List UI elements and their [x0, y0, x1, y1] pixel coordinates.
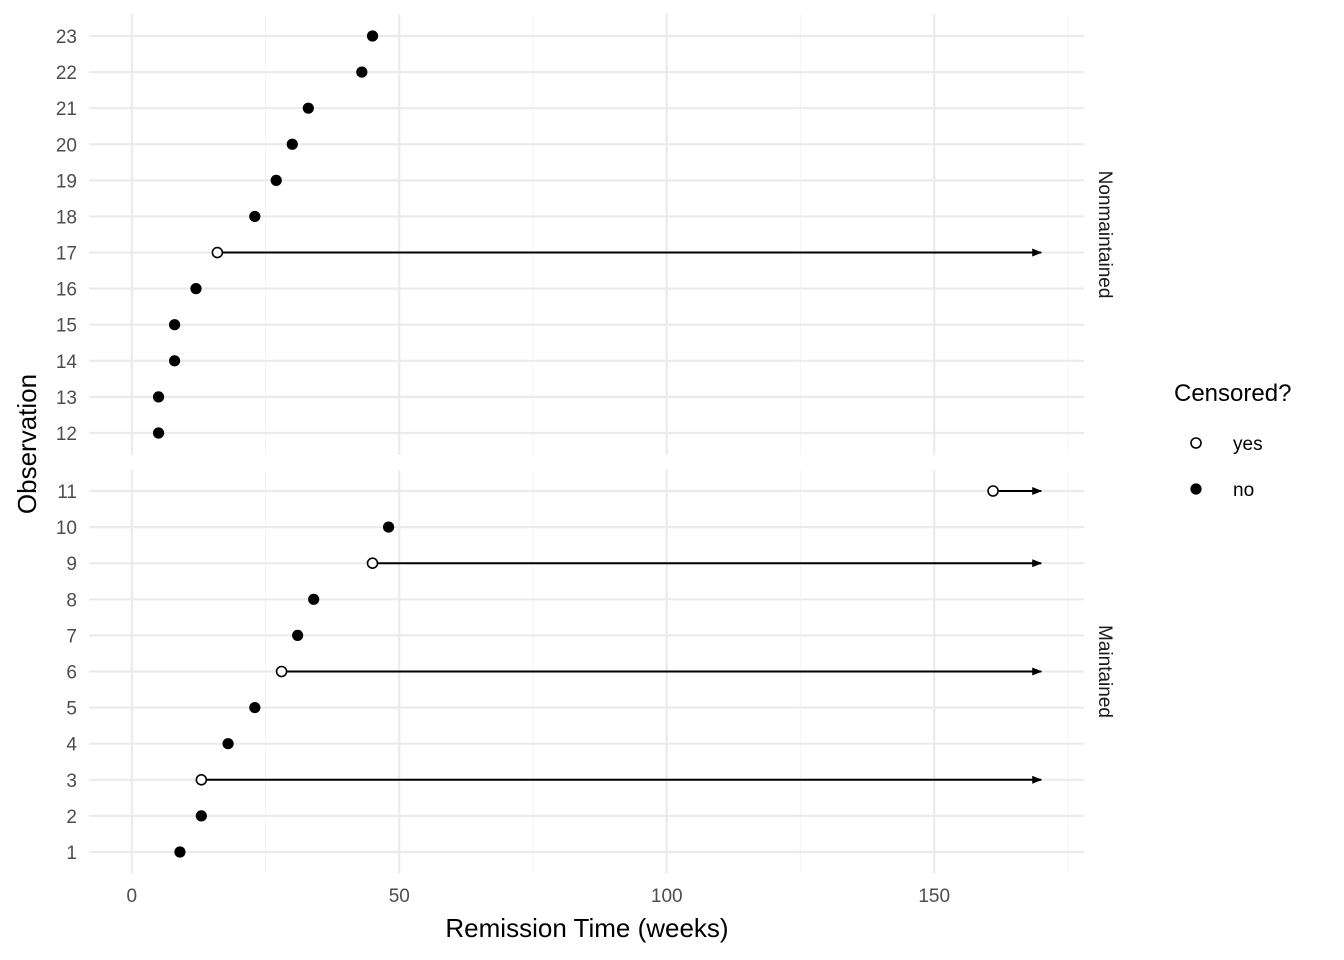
y-tick-label: 8: [66, 590, 77, 611]
y-tick-label: 12: [56, 424, 77, 445]
censored-point: [195, 773, 208, 786]
event-point: [195, 810, 207, 822]
legend-items: yes no: [1190, 434, 1263, 501]
event-point: [168, 355, 181, 367]
facet-panels: 232221201918171615141312Nonmaintained111…: [56, 14, 1115, 873]
y-tick-label: 4: [66, 735, 77, 756]
facet-panel-maintained: 11 10 9 8 7 6 5 4 3 2 1 Maintained: [56, 470, 1115, 873]
y-tick-label: 19: [56, 171, 77, 192]
legend-item-yes: yes: [1190, 434, 1263, 455]
y-tick-label: 13: [56, 388, 77, 409]
y-tick-label: 20: [56, 135, 77, 156]
y-axis-title: Observation: [12, 374, 42, 514]
event-point: [356, 66, 368, 78]
legend-title: Censored?: [1174, 380, 1291, 407]
y-tick-label: 17: [56, 244, 77, 265]
y-tick-label: 2: [66, 807, 77, 828]
y-tick-label: 15: [56, 316, 77, 337]
legend-item-no: no: [1190, 480, 1254, 501]
y-tick-label: 1: [66, 843, 77, 864]
censored-point: [987, 485, 999, 497]
x-tick-label: 0: [127, 886, 138, 907]
legend-open-circle-icon: [1190, 437, 1202, 449]
event-point: [292, 629, 304, 642]
x-axis-title: Remission Time (weeks): [445, 913, 728, 943]
event-point: [366, 30, 379, 42]
event-point: [222, 738, 234, 750]
legend-label: no: [1233, 480, 1254, 501]
event-point: [308, 593, 320, 605]
event-point: [168, 319, 181, 331]
facet-panel-nonmaintained: 23 22 21 20 19 18 17 16 15 14 13 12 Nonmaintained: [56, 14, 1115, 455]
y-tick-label: 23: [56, 27, 77, 48]
y-tick-label: 5: [66, 699, 77, 720]
y-tick-label: 6: [66, 663, 77, 684]
legend-filled-circle-icon: [1190, 483, 1202, 495]
event-point: [302, 102, 314, 114]
facet-strip-label: Nonmaintained: [1094, 171, 1115, 299]
legend-label: yes: [1233, 434, 1263, 455]
event-point: [382, 521, 395, 533]
y-tick-label: 7: [66, 626, 77, 647]
event-point: [249, 210, 261, 223]
y-tick-label: 22: [56, 63, 77, 84]
legend: Censored? yes no: [1174, 380, 1291, 501]
y-tick-label: 3: [66, 771, 77, 792]
y-tick-label: 10: [56, 518, 77, 539]
censored-point: [366, 557, 379, 570]
y-tick-label: 16: [56, 280, 77, 301]
x-tick-label: 100: [651, 886, 683, 907]
y-tick-label: 11: [57, 482, 77, 503]
facet-strip-label: Maintained: [1094, 625, 1115, 718]
event-point: [249, 702, 261, 714]
y-tick-label: 14: [56, 352, 78, 373]
event-point: [286, 138, 298, 150]
censored-point: [275, 665, 288, 678]
y-tick-label: 21: [56, 99, 77, 120]
event-point: [190, 283, 202, 295]
x-tick-label: 150: [918, 886, 950, 907]
event-point: [152, 391, 165, 403]
y-tick-label: 9: [66, 554, 77, 575]
x-tick-label: 50: [389, 886, 410, 907]
event-point: [152, 427, 165, 439]
event-point: [174, 846, 186, 858]
event-point: [270, 174, 282, 186]
censored-point: [211, 246, 224, 259]
y-tick-label: 18: [56, 207, 77, 228]
x-axis: 0 50 100 150: [127, 886, 951, 907]
